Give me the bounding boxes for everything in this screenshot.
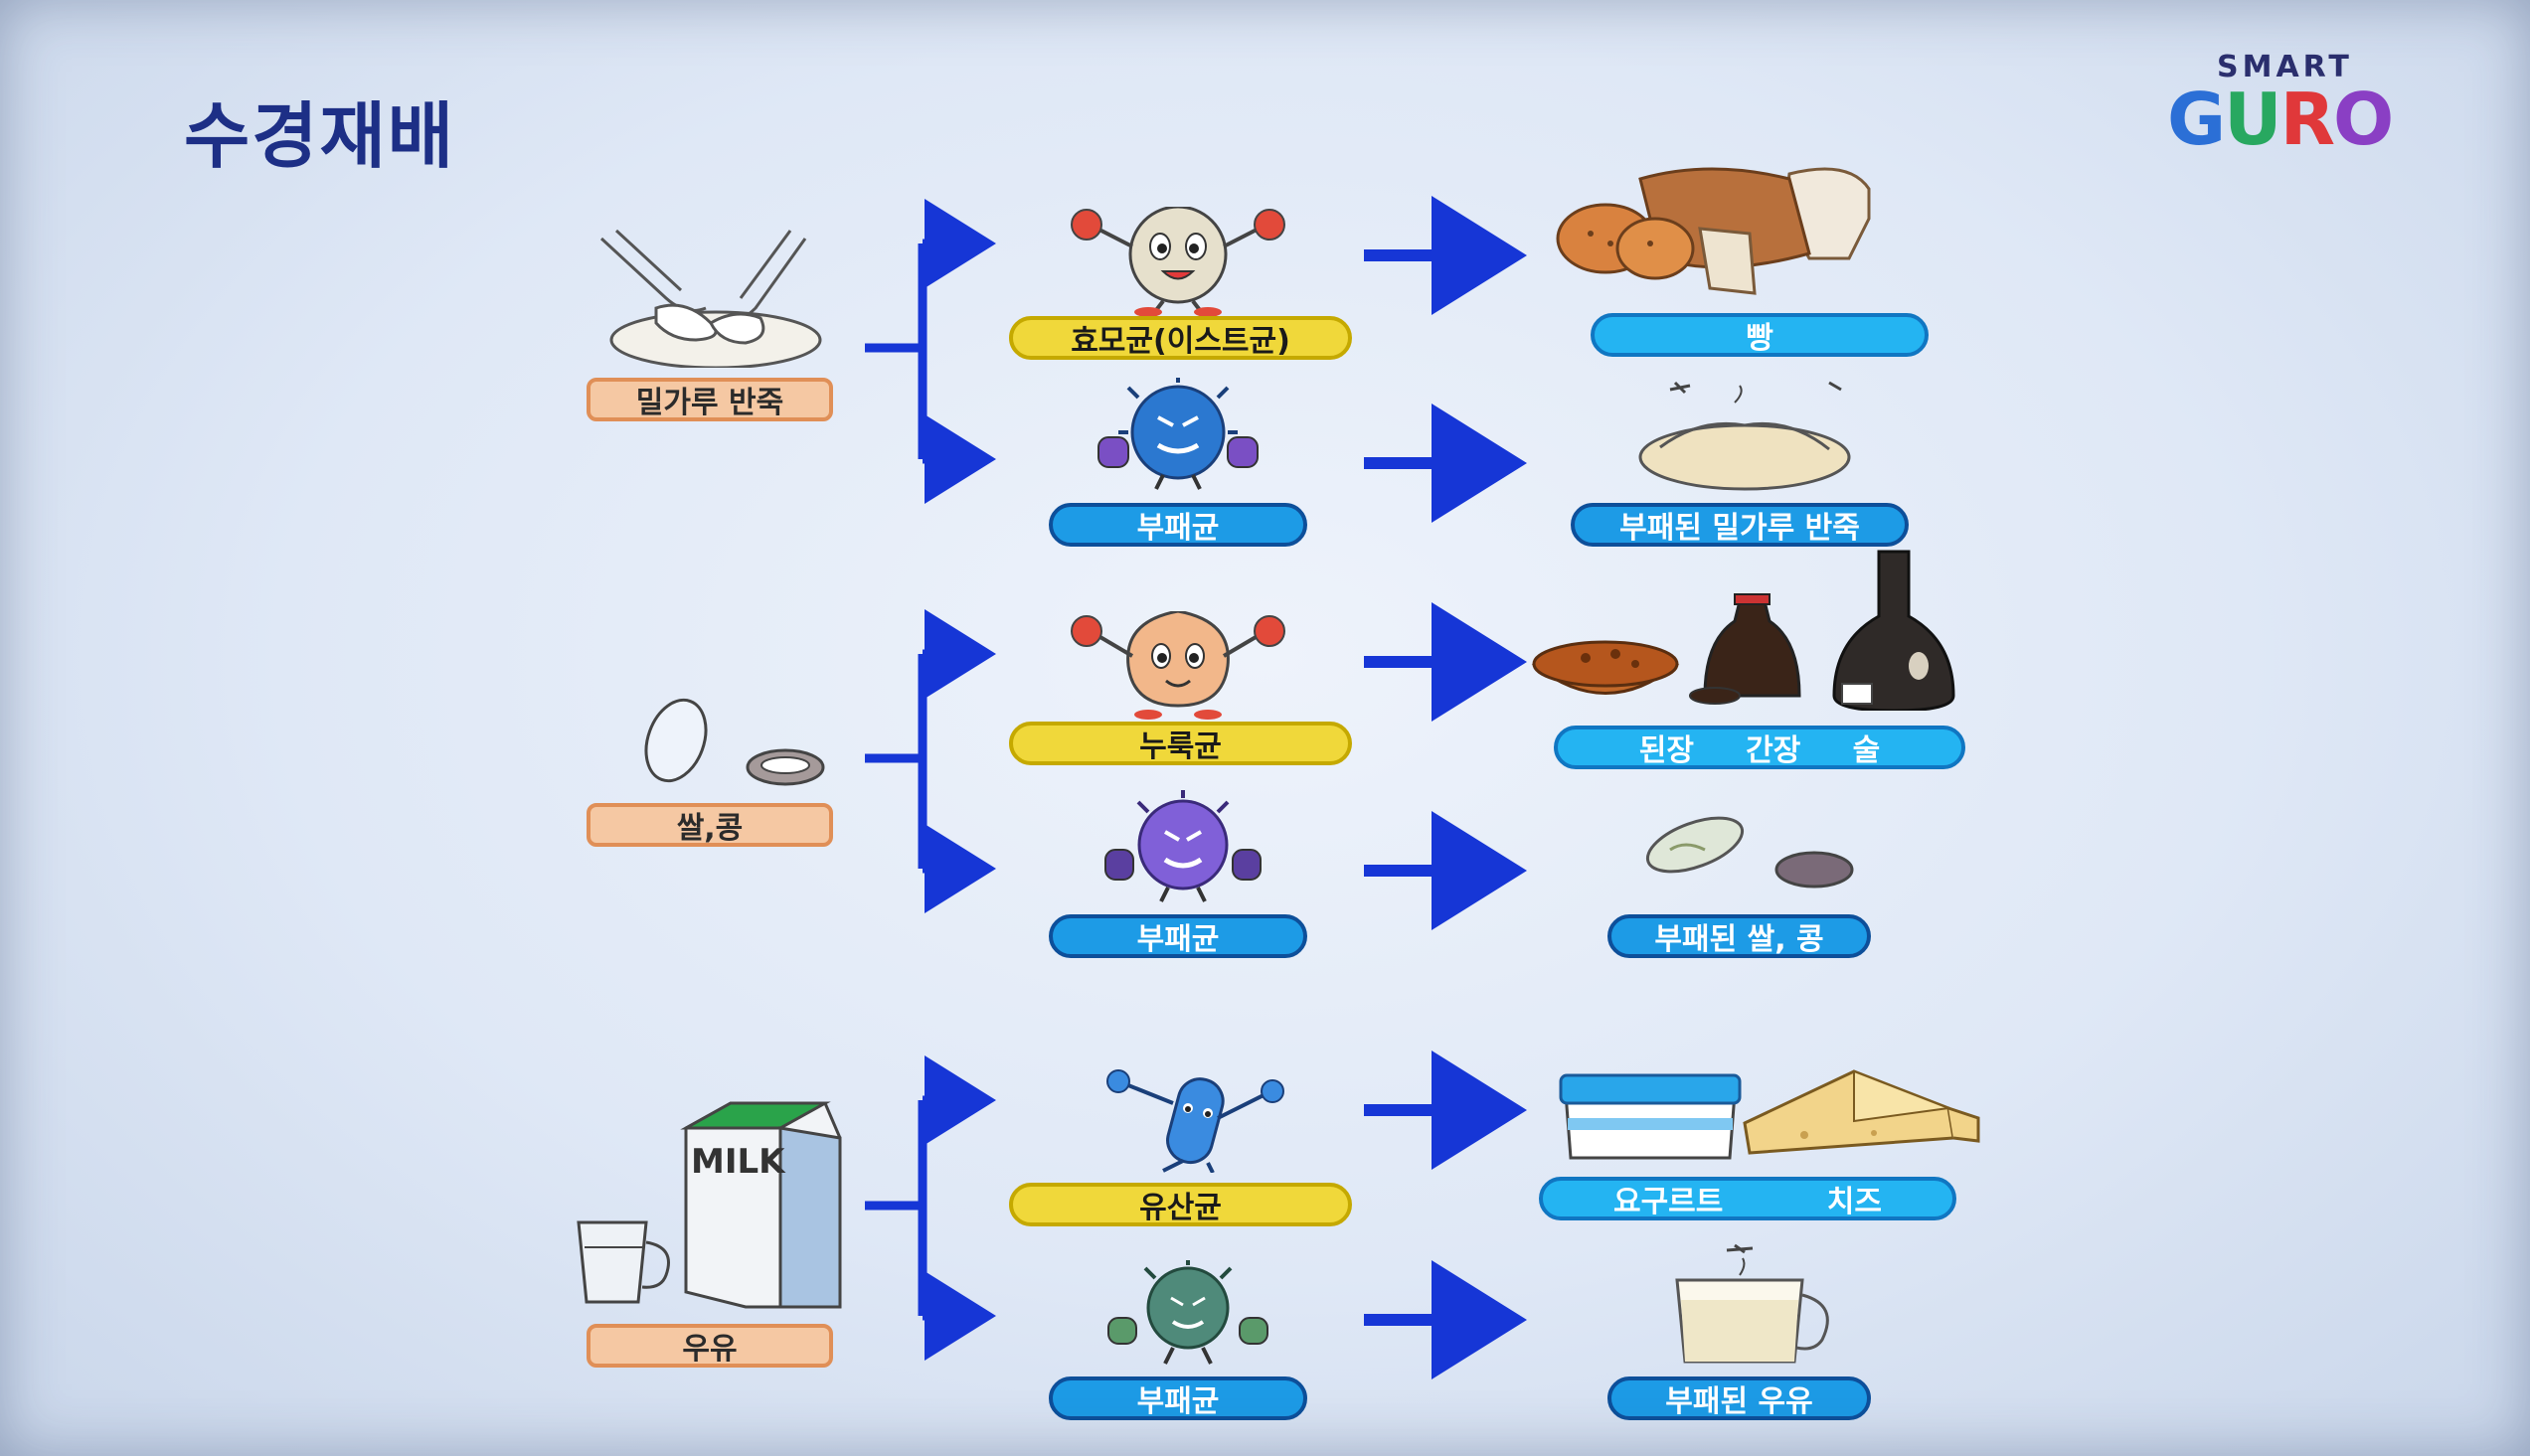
microbe-label-decay-1: 부패균: [1049, 503, 1307, 547]
lactobacillus-character-icon: [1106, 1069, 1284, 1173]
source-label-milk: 우유: [587, 1324, 833, 1368]
microbe-label-decay-2: 부패균: [1049, 914, 1307, 958]
microbe-label-decay-3: 부패균: [1049, 1376, 1307, 1420]
bread-illustration: [1556, 167, 1871, 295]
spoiled-milk-illustration: [1675, 1243, 1829, 1364]
spoiled-rice-bean-illustration: [1645, 816, 1854, 889]
nuruk-character-icon: [1071, 611, 1285, 720]
microbe-label-yeast: 효모균(이스트균): [1009, 316, 1352, 360]
milk-carton-glass-illustration: MILK: [577, 1101, 842, 1309]
result-label-spoiled-milk: 부패된 우유: [1607, 1376, 1871, 1420]
microbe-label-lactobacillus: 유산균: [1009, 1183, 1352, 1226]
kneading-dough-illustration: [599, 229, 822, 368]
logo-smart-text: SMART: [2217, 50, 2353, 84]
microbe-label-nuruk: 누룩균: [1009, 722, 1352, 765]
yeast-character-icon: [1071, 207, 1285, 316]
source-label-dough: 밀가루 반죽: [587, 378, 833, 421]
result-label-doenjang-ganjang-sul: 된장 간장 술: [1554, 726, 1965, 769]
page-title: 수경재배: [184, 94, 455, 178]
smart-guro-logo: SMART GURO: [2167, 50, 2416, 161]
decay-bacteria-green-icon: [1107, 1260, 1268, 1365]
result-label-spoiled-dough: 부패된 밀가루 반죽: [1571, 503, 1909, 547]
rice-bean-illustration: [644, 698, 825, 786]
decay-bacteria-blue-icon: [1097, 378, 1259, 490]
result-arrows-row2: [1364, 602, 1527, 930]
source-label-rice-bean: 쌀,콩: [587, 803, 833, 847]
yogurt-cheese-illustration: [1559, 1069, 1980, 1160]
result-arrows-row3: [1364, 1051, 1527, 1379]
result-label-yogurt-cheese: 요구르트 치즈: [1539, 1177, 1956, 1220]
branch-connector-row3: [865, 1055, 996, 1361]
milk-carton-label: MILK: [691, 1142, 786, 1182]
logo-guro-text: GURO: [2167, 78, 2394, 161]
decay-bacteria-purple-icon: [1104, 790, 1262, 902]
branch-connector-row2: [865, 609, 996, 913]
result-label-spoiled-rice-bean: 부패된 쌀, 콩: [1607, 914, 1871, 958]
doenjang-ganjang-sul-illustration: [1531, 550, 1955, 711]
spoiled-dough-illustration: [1638, 381, 1851, 491]
result-label-bread: 빵: [1591, 313, 1929, 357]
branch-connector-row1: [865, 199, 996, 504]
result-arrows-row1: [1364, 196, 1527, 523]
